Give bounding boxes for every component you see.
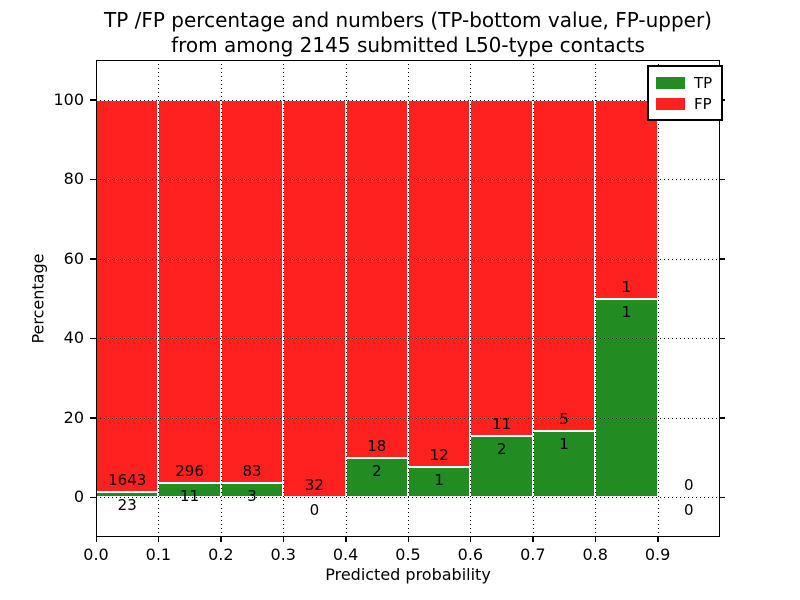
y-tick-mark [90, 496, 96, 499]
bar-fp-segment [345, 99, 408, 458]
fp-legend-label: FP [694, 94, 712, 113]
gridline-vertical [158, 60, 160, 537]
y-tick-mark [90, 337, 96, 340]
bar-tp-segment [345, 457, 408, 498]
y-tick-mark-right [720, 178, 725, 181]
bar-fp-segment [470, 99, 533, 437]
annotation-fp-count: 12 [429, 445, 449, 464]
tp-legend-label: TP [694, 73, 713, 92]
legend: TP FP [647, 65, 724, 121]
annotation-fp-count: 32 [304, 476, 324, 495]
bar-fp-segment [595, 99, 658, 299]
annotation-fp-count: 18 [367, 436, 387, 455]
gridline-vertical [408, 60, 409, 537]
x-tick-label: 0.5 [395, 545, 421, 564]
annotation-tp-count: 2 [372, 461, 382, 480]
x-tick-mark [282, 537, 285, 542]
bar-tp-segment [595, 298, 658, 498]
annotation-fp-count: 5 [559, 410, 569, 428]
x-tick-label: 0.9 [644, 545, 671, 564]
gridline-vertical [283, 60, 285, 537]
x-tick-label: 0.8 [582, 545, 608, 564]
annotation-tp-count: 11 [180, 487, 200, 505]
x-tick-mark [657, 537, 659, 542]
annotation-fp-count: 83 [242, 462, 262, 481]
x-tick-mark [469, 537, 472, 542]
x-tick-label: 0.6 [457, 545, 484, 564]
bar-tp-segment [408, 466, 471, 498]
bar-fp-segment [283, 99, 346, 498]
bar-fp-segment [220, 99, 284, 484]
annotation-tp-count: 0 [309, 501, 320, 520]
annotation-fp-count: 1 [621, 277, 632, 296]
y-tick-mark [90, 417, 96, 419]
gridline-vertical [470, 60, 472, 537]
y-tick-label: 0 [73, 487, 84, 507]
y-tick-mark [90, 258, 96, 260]
annotation-tp-count: 0 [684, 501, 694, 520]
gridline-vertical [532, 60, 534, 537]
gridline-vertical [595, 60, 597, 537]
x-tick-label: 0.0 [83, 545, 109, 564]
chart-title-line2: from among 2145 submitted L50-type conta… [171, 33, 645, 57]
bar-fp-segment [408, 99, 471, 467]
bar-fp-segment [158, 99, 221, 483]
bar-fp-segment [532, 99, 596, 431]
y-tick-label: 40 [63, 328, 84, 348]
x-tick-label: 0.7 [520, 545, 546, 564]
y-tick-mark [90, 178, 96, 181]
x-tick-mark [594, 537, 597, 542]
fp-legend-swatch [656, 97, 685, 110]
plot-area: 1643 23 296 11 83 3 32 0 18 2 12 1 11 2 5 1 1 1 0 0 [96, 60, 720, 537]
tp-legend-swatch [656, 76, 685, 89]
chart-title-line1: TP /FP percentage and numbers (TP-bottom… [104, 8, 712, 32]
annotation-tp-count: 1 [621, 302, 632, 321]
x-tick-label: 0.1 [145, 545, 172, 564]
legend-item-fp: FP [656, 93, 712, 114]
y-tick-label: 60 [63, 248, 84, 268]
x-tick-label: 0.3 [270, 545, 296, 564]
x-tick-label: 0.4 [332, 545, 359, 564]
annotation-tp-count: 2 [496, 440, 507, 459]
chart-title: TP /FP percentage and numbers (TP-bottom… [96, 8, 720, 58]
bar-tp-segment [532, 431, 596, 498]
legend-item-tp: TP [656, 72, 712, 93]
annotation-tp-count: 23 [117, 495, 137, 514]
x-tick-mark [157, 537, 160, 542]
x-tick-label: 0.2 [208, 545, 234, 564]
bar-fp-segment [96, 99, 159, 492]
gridline-vertical [657, 60, 659, 537]
annotation-tp-count: 1 [434, 470, 444, 489]
y-tick-mark-right [720, 258, 725, 260]
y-tick-mark-right [720, 417, 725, 419]
annotation-fp-count: 1643 [108, 470, 147, 489]
x-tick-mark [95, 537, 97, 542]
x-tick-mark [220, 537, 222, 542]
x-tick-mark [345, 537, 347, 542]
x-tick-mark [532, 537, 534, 542]
annotation-fp-count: 296 [175, 462, 204, 481]
annotation-fp-count: 0 [684, 476, 694, 495]
y-tick-mark-right [720, 337, 725, 340]
y-tick-mark [90, 99, 96, 101]
gridline-vertical [345, 60, 347, 537]
y-tick-label: 80 [63, 169, 84, 189]
annotation-tp-count: 1 [559, 435, 569, 453]
annotation-fp-count: 11 [492, 415, 512, 434]
annotation-tp-count: 3 [247, 487, 257, 506]
y-tick-mark-right [720, 496, 725, 499]
x-axis-label: Predicted probability [325, 565, 491, 584]
y-tick-label: 100 [53, 89, 84, 109]
gridline-vertical [220, 60, 222, 537]
x-tick-mark [407, 537, 409, 542]
y-tick-label: 20 [63, 407, 84, 427]
y-axis-label: Percentage [28, 253, 48, 344]
